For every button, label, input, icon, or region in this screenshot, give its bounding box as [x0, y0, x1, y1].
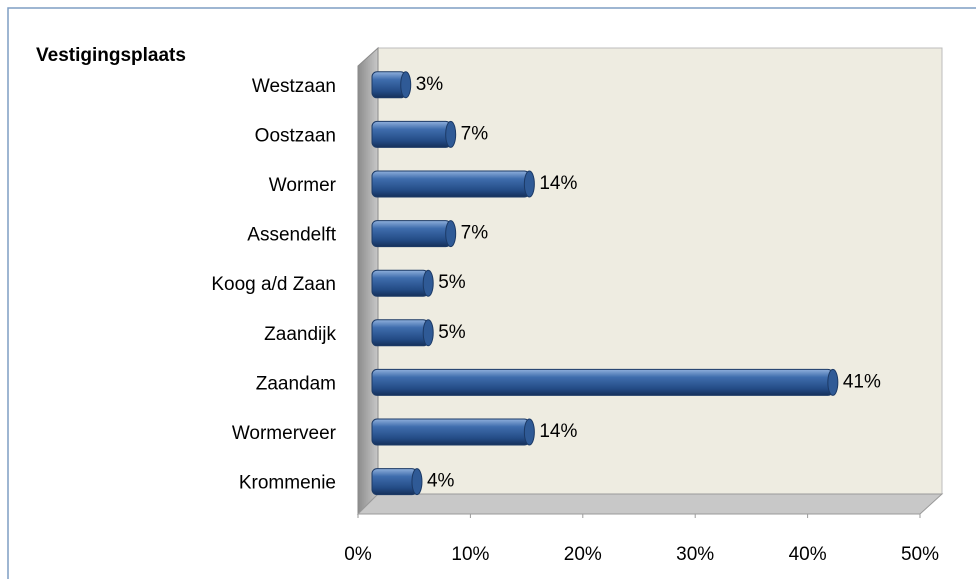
- x-tick-label: 30%: [676, 544, 714, 565]
- chart-title: Vestigingsplaats: [36, 45, 186, 66]
- value-label: 14%: [539, 421, 577, 442]
- value-label: 7%: [461, 123, 489, 144]
- y-tick-label: Assendelft: [247, 225, 336, 246]
- bar: [371, 220, 457, 248]
- value-label: 5%: [438, 272, 466, 293]
- bar: [371, 418, 535, 446]
- value-label: 3%: [416, 74, 444, 95]
- y-tick-label: Westzaan: [252, 76, 336, 97]
- x-tick-label: 20%: [564, 544, 602, 565]
- bar: [371, 468, 423, 496]
- value-label: 7%: [461, 223, 489, 244]
- y-tick-label: Koog a/d Zaan: [211, 274, 336, 295]
- x-tick-label: 40%: [789, 544, 827, 565]
- x-tick-label: 10%: [451, 544, 489, 565]
- y-tick-label: Zaandam: [256, 373, 336, 394]
- frame: [7, 7, 976, 579]
- x-tick-label: 50%: [901, 544, 939, 565]
- bar: [371, 170, 535, 198]
- y-tick-label: Krommenie: [239, 473, 336, 494]
- y-tick-label: Oostzaan: [255, 125, 336, 146]
- y-tick-label: Wormerveer: [232, 423, 337, 444]
- bar: [371, 120, 457, 148]
- value-label: 4%: [427, 471, 455, 492]
- floor: [356, 493, 944, 515]
- y-tick-label: Wormer: [269, 175, 337, 196]
- y-tick-label: Zaandijk: [264, 324, 336, 345]
- value-label: 41%: [843, 371, 881, 392]
- bar: [371, 71, 412, 99]
- x-tick-label: 0%: [344, 544, 372, 565]
- bar: [371, 319, 434, 347]
- bar: [371, 269, 434, 297]
- value-label: 14%: [539, 173, 577, 194]
- value-label: 5%: [438, 322, 466, 343]
- bar: [371, 368, 839, 396]
